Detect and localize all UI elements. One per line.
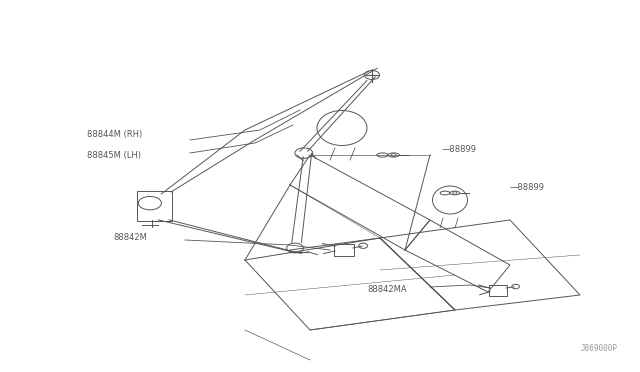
Text: —88899: —88899 bbox=[510, 183, 545, 192]
Text: 88842MA: 88842MA bbox=[367, 285, 406, 295]
Text: J869000P: J869000P bbox=[580, 344, 618, 353]
FancyBboxPatch shape bbox=[333, 244, 354, 256]
Text: 88845M (LH): 88845M (LH) bbox=[87, 151, 141, 160]
FancyBboxPatch shape bbox=[137, 191, 172, 221]
Text: —88899: —88899 bbox=[442, 145, 477, 154]
Text: 88842M: 88842M bbox=[113, 234, 147, 243]
FancyBboxPatch shape bbox=[489, 285, 508, 296]
Text: 88844M (RH): 88844M (RH) bbox=[87, 131, 142, 140]
